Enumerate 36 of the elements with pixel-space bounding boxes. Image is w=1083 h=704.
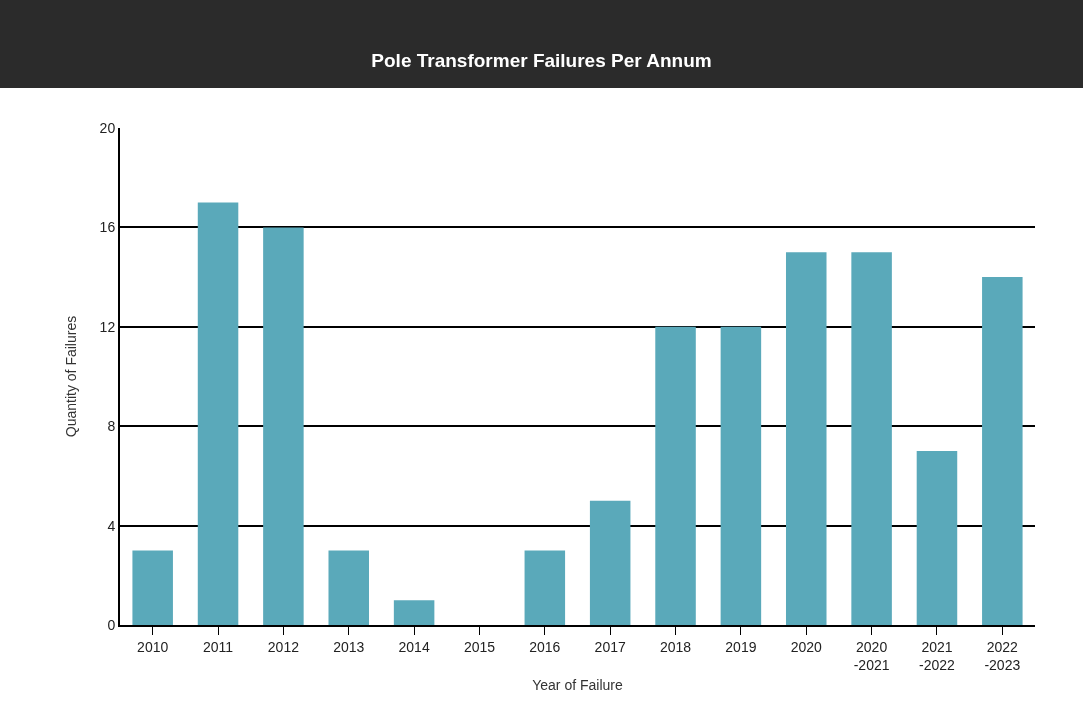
x-tick-label: 2018 <box>659 638 692 655</box>
x-tick-label: 2020 -2021 <box>853 638 890 673</box>
x-tick-label: 2020 <box>790 638 823 655</box>
bar <box>524 550 566 625</box>
bar <box>916 451 958 625</box>
bar <box>393 600 435 625</box>
y-tick-label: 4 <box>107 517 116 534</box>
y-axis-title: Quantity of Failures <box>62 315 79 438</box>
y-tick-label: 0 <box>107 616 116 633</box>
x-tick-label: 2014 <box>398 638 430 655</box>
bar <box>589 500 631 625</box>
x-tick-label: 2017 <box>594 638 626 655</box>
chart-title: Pole Transformer Failures Per Annum <box>371 49 712 71</box>
x-tick-label: 2013 <box>333 638 365 655</box>
bar <box>851 252 892 625</box>
x-tick-label: 2015 <box>463 638 496 655</box>
x-tick-label: 2011 <box>202 638 234 655</box>
x-tick-label: 2016 <box>529 638 561 655</box>
y-tick-label: 12 <box>99 318 116 335</box>
bar <box>655 326 696 625</box>
x-axis-title: Year of Failure <box>532 676 623 693</box>
x-tick-label: 2010 <box>137 638 169 655</box>
y-tick-label: 8 <box>107 418 116 435</box>
x-tick-label: 2019 <box>725 638 757 655</box>
y-tick-label: 16 <box>99 219 116 236</box>
bar <box>263 227 304 625</box>
x-tick-label: 2021 -2022 <box>919 638 956 673</box>
y-tick-label: 20 <box>99 119 116 136</box>
bar <box>328 550 370 625</box>
bar <box>785 252 827 625</box>
x-tick-label: 2012 <box>267 638 300 655</box>
bar <box>132 550 173 625</box>
bar <box>197 202 239 625</box>
x-tick-label: 2022 -2023 <box>984 638 1021 673</box>
bar <box>982 277 1023 625</box>
bar <box>720 326 762 625</box>
